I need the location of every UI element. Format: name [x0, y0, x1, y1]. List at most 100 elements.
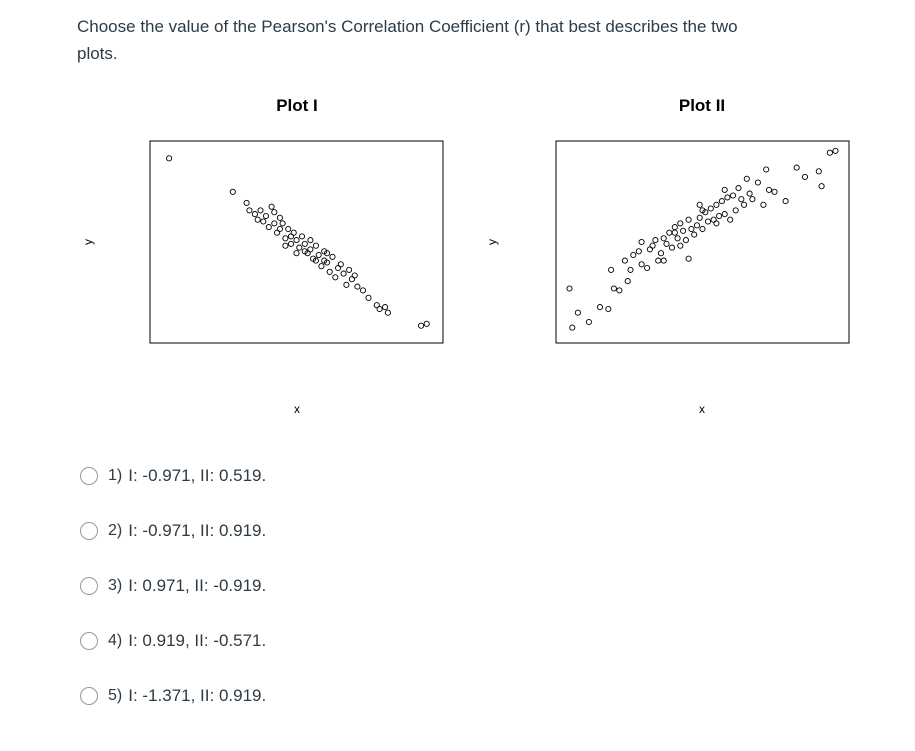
option-5-number: 5)	[108, 687, 123, 704]
plot-2-point	[765, 186, 773, 193]
plot-2-point	[699, 207, 706, 214]
plot-1-point	[260, 218, 267, 225]
plot-2-point	[624, 278, 631, 285]
plot-1-point	[251, 211, 258, 218]
plot-1-point	[243, 199, 250, 206]
plot-1: Plot I x y	[81, 96, 444, 416]
scatter-figure: Plot I x y Plot II x y	[81, 96, 850, 416]
plot-2-point	[696, 201, 703, 208]
option-5[interactable]: 5) I: -1.371, II: 0.919.	[80, 686, 266, 706]
option-5-text: I: -1.371, II: 0.919.	[128, 686, 267, 705]
plot-2-point	[671, 224, 678, 231]
plot-1-point	[296, 244, 303, 251]
plot-1-point	[382, 304, 389, 311]
plot-2-point	[566, 285, 573, 292]
plot-2-point	[724, 194, 731, 201]
plot-2-point	[616, 287, 623, 294]
plot-2-point	[585, 318, 592, 326]
plot-2-point	[596, 304, 604, 311]
plot-1-point	[166, 155, 173, 162]
plot-1-point	[271, 220, 278, 227]
option-3[interactable]: 3) I: 0.971, II: -0.919.	[80, 576, 266, 596]
option-3-radio[interactable]	[80, 577, 98, 595]
plot-2-point	[660, 235, 667, 242]
plot-2-point	[680, 227, 687, 234]
plot-2-point	[663, 240, 670, 247]
plot-1-frame	[149, 140, 444, 344]
plot-1-point	[229, 188, 236, 195]
plot-2-point	[610, 285, 617, 292]
plot-2-point	[608, 266, 615, 273]
plot-1-point	[307, 237, 314, 244]
plot-1-point	[312, 257, 319, 264]
plot-2-point	[649, 242, 656, 249]
plot-1-point	[359, 287, 367, 294]
plot-1-title: Plot I	[276, 96, 318, 115]
plot-2-title: Plot II	[679, 96, 725, 115]
plot-2-point	[716, 212, 723, 220]
plot-1-point	[287, 240, 295, 247]
plot-1-point	[257, 207, 264, 214]
plot-1-y-label: y	[81, 239, 95, 245]
option-1-radio[interactable]	[80, 467, 98, 485]
plot-2-point	[793, 164, 800, 171]
scatter-plots-svg: Plot I x y Plot II x y	[81, 96, 850, 416]
plot-1-point	[254, 216, 261, 223]
plot-1-point	[326, 268, 333, 275]
option-2-radio[interactable]	[80, 522, 98, 540]
plot-2-point	[638, 261, 645, 268]
plot-1-point	[315, 251, 322, 259]
plot-2-point	[691, 231, 698, 238]
plot-1-point	[285, 225, 292, 233]
plot-1-point	[351, 272, 358, 279]
plot-2-point	[782, 198, 789, 205]
option-4-radio[interactable]	[80, 632, 98, 650]
plot-2-point	[677, 220, 684, 227]
plot-2-point	[732, 207, 739, 214]
plot-2-point	[652, 237, 659, 244]
plot-1-point	[271, 209, 278, 216]
plot-1-point	[276, 214, 283, 221]
plot-1-point	[246, 207, 253, 214]
plot-2-point	[630, 251, 637, 259]
plot-1-point	[301, 240, 308, 247]
plot-1-point	[384, 309, 391, 316]
plot-1-points	[166, 155, 430, 329]
plot-2-point	[699, 225, 706, 233]
plot-2-point	[693, 222, 701, 229]
plot-1-point	[321, 257, 328, 264]
plot-2-point	[635, 248, 642, 255]
option-1-number: 1)	[108, 467, 123, 484]
option-2[interactable]: 2) I: -0.971, II: 0.919.	[80, 521, 266, 541]
plot-2-point	[605, 305, 612, 313]
plot-1-point	[343, 281, 350, 288]
plot-1-point	[312, 242, 319, 249]
plot-2: Plot II x y	[485, 96, 850, 416]
plot-2-point	[685, 255, 692, 262]
plot-2-point	[682, 237, 689, 244]
plot-2-point	[727, 216, 734, 223]
plot-1-point	[293, 250, 300, 257]
plot-2-point	[801, 173, 809, 180]
plot-2-point	[677, 242, 684, 249]
plot-1-point	[376, 305, 383, 313]
plot-2-point	[621, 257, 628, 264]
question-text: Choose the value of the Pearson's Correl…	[77, 17, 738, 63]
plot-1-point	[287, 233, 295, 240]
plot-1-point	[268, 203, 275, 210]
plot-2-point	[638, 238, 645, 246]
plot-1-point	[301, 248, 308, 255]
plot-1-point	[340, 270, 347, 277]
plot-2-point	[668, 244, 676, 251]
option-4[interactable]: 4) I: 0.919, II: -0.571.	[80, 631, 266, 651]
plot-1-point	[282, 235, 289, 242]
plot-1-point	[346, 266, 353, 273]
plot-1-point	[337, 261, 344, 268]
plot-2-point	[749, 196, 756, 203]
option-1[interactable]: 1) I: -0.971, II: 0.519.	[80, 466, 266, 486]
plot-2-point	[707, 205, 714, 212]
option-5-radio[interactable]	[80, 687, 98, 705]
plot-1-point	[329, 253, 336, 260]
plot-2-point	[818, 183, 825, 190]
plot-1-point	[365, 294, 372, 301]
